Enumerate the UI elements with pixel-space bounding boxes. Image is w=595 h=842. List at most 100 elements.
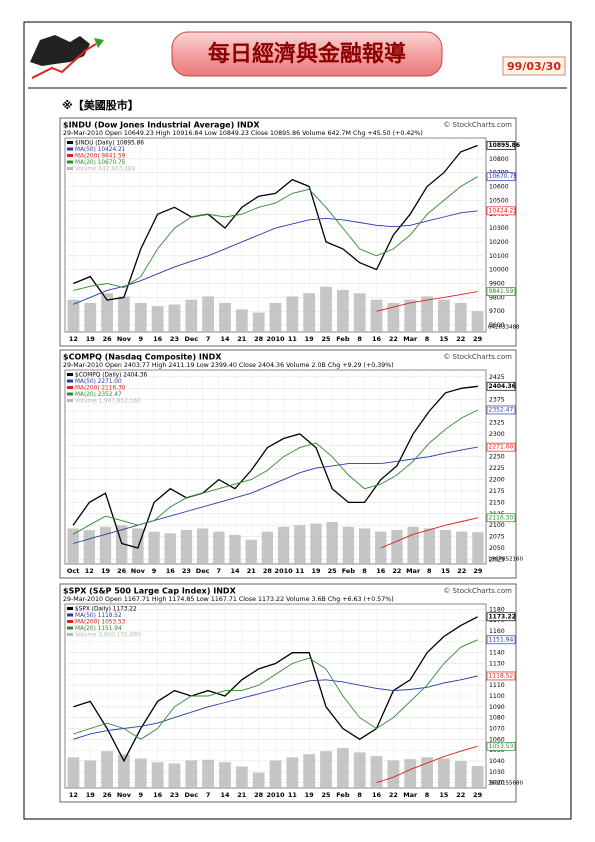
volume-bar <box>320 286 332 332</box>
legend-entry: MA(200) 2116.30 <box>75 386 126 392</box>
moving-average-line <box>73 176 478 291</box>
y-tick-label: 2075 <box>489 534 505 541</box>
legend-entry: Volume 642,663,488 <box>75 167 136 173</box>
x-tick-label: 12 <box>69 791 78 799</box>
x-tick-label: 23 <box>170 335 179 343</box>
legend-entry: MA(20) 2352.47 <box>75 392 122 398</box>
volume-bar <box>310 523 322 564</box>
volume-bar <box>303 293 316 332</box>
page-border <box>23 21 572 820</box>
y-tick-label: 1030 <box>489 769 505 776</box>
price-tag-box <box>486 381 516 391</box>
x-tick-label: 25 <box>328 567 338 575</box>
chart-source: © StockCharts.com <box>443 121 512 129</box>
volume-bar <box>164 533 176 564</box>
price-tag: 1053.53 <box>489 743 514 750</box>
y-tick-label: 10500 <box>489 197 509 204</box>
volume-bar <box>404 759 417 788</box>
volume-bar <box>219 762 231 788</box>
x-tick-label: 22 <box>457 567 466 575</box>
x-tick-label: Nov <box>131 567 146 575</box>
x-tick-label: 8 <box>357 791 362 799</box>
price-tag: 2271.00 <box>489 444 514 451</box>
price-tag-box <box>486 671 516 681</box>
price-tag-box <box>486 442 516 452</box>
volume-bar <box>294 525 306 564</box>
y-tick-label: 10600 <box>489 184 509 191</box>
legend-swatch <box>67 160 73 164</box>
x-tick-label: 8 <box>425 335 430 343</box>
y-tick-label: 1080 <box>489 715 505 722</box>
volume-bar <box>67 299 80 332</box>
volume-bar <box>134 302 147 332</box>
price-tag: 2404.36 <box>489 383 516 390</box>
y-tick-label: 1040 <box>489 758 505 765</box>
price-tag-box <box>486 287 516 296</box>
x-tick-label: 22 <box>392 567 401 575</box>
price-tag-box <box>486 741 516 751</box>
legend-entry: MA(200) 1053.53 <box>75 620 126 626</box>
x-tick-label: 25 <box>321 335 331 343</box>
x-tick-label: Dec <box>184 791 198 799</box>
x-tick-label: 23 <box>182 567 191 575</box>
legend-swatch <box>67 167 73 170</box>
price-tag: 1151.94 <box>489 636 514 643</box>
legend-entry: $COMPQ (Daily) 2404.36 <box>75 373 148 379</box>
volume-bar <box>439 530 452 564</box>
volume-bar <box>235 309 248 332</box>
x-tick-label: 16 <box>166 567 176 575</box>
volume-bar <box>101 293 113 332</box>
price-tag: 2352.47 <box>489 406 514 413</box>
legend-entry: MA(20) 10670.75 <box>75 160 126 166</box>
x-tick-label: Nov <box>117 335 132 343</box>
volume-bar <box>423 528 435 564</box>
price-tag: 2116.30 <box>489 514 514 521</box>
x-tick-label: 16 <box>153 335 163 343</box>
legend-swatch <box>67 386 73 389</box>
date: 99/03/30 <box>507 60 561 73</box>
legend-entry: $SPX (Daily) 1173.22 <box>75 607 137 613</box>
volume-bar <box>252 772 265 788</box>
volume-bar <box>116 525 128 564</box>
x-tick-label: 26 <box>103 791 113 799</box>
y-tick-label: 10800 <box>489 156 509 163</box>
price-line <box>73 616 478 763</box>
x-tick-label: 8 <box>362 567 367 575</box>
x-tick-label: 14 <box>220 791 230 799</box>
y-tick-label: 10200 <box>489 239 509 246</box>
x-tick-label: 12 <box>85 567 94 575</box>
volume-bar <box>407 526 419 564</box>
volume-bar <box>472 532 484 564</box>
price-tag-box <box>486 513 516 523</box>
volume-bar <box>336 748 349 788</box>
x-tick-label: 8 <box>357 335 362 343</box>
x-tick-label: 7 <box>206 335 211 343</box>
x-tick-label: 16 <box>372 335 382 343</box>
volume-bar <box>358 528 371 564</box>
y-tick-label: 9700 <box>489 308 505 315</box>
x-tick-label: 21 <box>237 335 247 343</box>
x-tick-label: 14 <box>220 335 230 343</box>
logo <box>30 35 104 79</box>
legend-entry: MA(50) 10424.21 <box>75 147 126 153</box>
volume-bar <box>202 296 215 332</box>
chart-title: $SPX (S&P 500 Large Cap Index) INDX <box>63 587 237 596</box>
price-tag-box <box>486 405 516 415</box>
volume-bar <box>303 754 316 788</box>
legend-entry: MA(50) 2271.00 <box>75 379 122 385</box>
volume-bar <box>370 756 383 788</box>
legend-entry: Volume 1,967,852,160 <box>75 399 141 405</box>
volume-bar <box>320 751 332 788</box>
date-box <box>502 56 566 76</box>
legend-swatch <box>67 626 73 630</box>
y-tick-label: 1180 <box>489 606 505 613</box>
legend-swatch <box>67 154 73 157</box>
x-tick-label: 28 <box>263 567 273 575</box>
chart-title: $COMPQ (Nasdaq Composite) INDX <box>63 353 222 362</box>
x-tick-label: 29 <box>473 335 483 343</box>
price-tag: 1173.22 <box>489 613 516 620</box>
legend-entry: MA(20) 1151.94 <box>75 626 122 632</box>
x-tick-label: Mar <box>403 335 418 343</box>
x-tick-label: 16 <box>376 567 386 575</box>
legend-swatch <box>67 620 73 623</box>
